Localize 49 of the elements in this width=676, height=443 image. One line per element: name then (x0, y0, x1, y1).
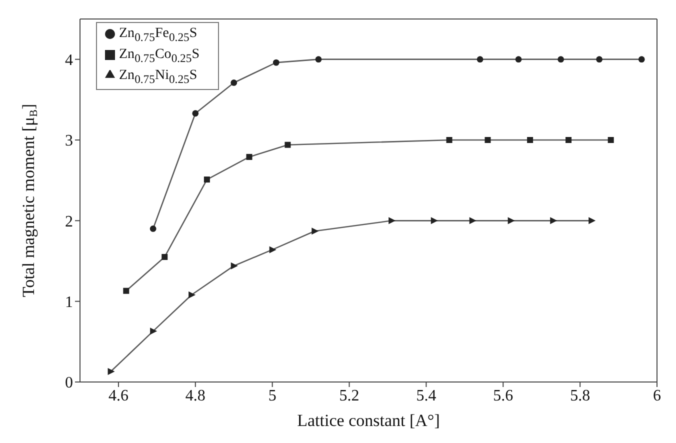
point (446, 137, 452, 143)
point (558, 56, 564, 63)
point (484, 137, 491, 143)
y-tick-label: 1 (65, 294, 73, 312)
point (550, 217, 558, 224)
point (204, 176, 210, 183)
point (162, 254, 168, 260)
point (638, 56, 645, 63)
legend-label: Zn$_{0.75}$Ni$_{0.25}$S (119, 68, 198, 86)
point (566, 137, 572, 143)
point (476, 56, 484, 63)
point (596, 56, 602, 63)
point (269, 246, 276, 254)
y-tick-label: 0 (65, 374, 73, 392)
x-axis-title: Lattice constant [A°] (297, 411, 440, 430)
point (469, 217, 476, 224)
x-tick-label: 4.8 (185, 387, 206, 404)
point (230, 80, 238, 86)
x-tick-label: 5 (268, 387, 276, 404)
point (123, 288, 130, 294)
point (272, 59, 280, 66)
point (430, 217, 438, 224)
x-tick-label: 5.2 (339, 387, 360, 404)
x-tick-label: 6 (653, 387, 661, 404)
point (312, 228, 319, 235)
point (246, 154, 252, 160)
point (150, 328, 158, 335)
point (192, 110, 199, 117)
legend-label: Zn$_{0.75}$Fe$_{0.25}$S (119, 26, 198, 44)
point (284, 142, 291, 148)
x-tick-label: 5.6 (493, 387, 514, 404)
point (315, 56, 322, 63)
point (388, 217, 396, 224)
point (508, 217, 515, 224)
point (230, 262, 238, 270)
y-tick-label: 2 (65, 213, 73, 230)
point (608, 137, 614, 143)
point (188, 291, 196, 298)
x-tick-label: 4.6 (108, 387, 128, 404)
x-tick-label: 5.8 (570, 387, 590, 404)
point (515, 56, 522, 63)
y-tick-label: 3 (65, 132, 73, 150)
point (108, 368, 115, 376)
legend-label: Zn$_{0.75}$Co$_{0.25}$S (119, 46, 200, 65)
point (150, 226, 156, 232)
y-tick-label: 4 (65, 52, 73, 70)
x-tick-label: 5.4 (416, 387, 436, 404)
point (588, 217, 596, 224)
point (527, 137, 534, 143)
